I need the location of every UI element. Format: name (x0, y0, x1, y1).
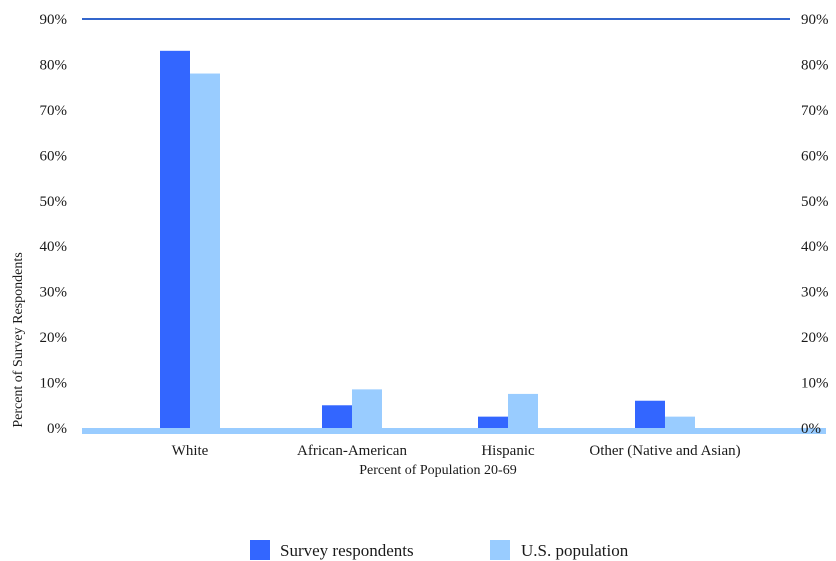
x-axis-ticks: White African-American Hispanic Other (Nati… (172, 443, 741, 459)
right-y-tick-label: 90% (801, 12, 829, 28)
bar-survey-respondents-2 (322, 405, 352, 428)
y-axis-title: Percent of Survey Respondents (11, 252, 26, 427)
right-y-axis-ticks: 0% 10% 20% 30% 40% 50% 60% 70% 80% 90% (801, 12, 829, 437)
legend: Survey respondents U.S. population (250, 540, 629, 560)
bar-survey-respondents-1 (160, 50, 190, 429)
left-y-tick-label: 10% (40, 376, 68, 392)
bar-u-s-population-4 (665, 416, 695, 428)
bar-survey-respondents-4 (635, 400, 665, 428)
legend-label-us-population: U.S. population (521, 541, 629, 560)
right-y-tick-label: 50% (801, 194, 829, 210)
right-y-tick-label: 20% (801, 330, 829, 346)
x-tick-label: African-American (297, 443, 407, 459)
bar-u-s-population-3 (508, 393, 538, 428)
right-y-tick-label: 70% (801, 103, 829, 119)
x-axis-title: Percent of Population 20-69 (359, 463, 516, 478)
x-tick-label: White (172, 443, 209, 459)
x-tick-label: Other (Native and Asian) (589, 443, 740, 459)
right-y-tick-label: 0% (801, 421, 821, 437)
bar-u-s-population-2 (352, 389, 382, 428)
right-y-tick-label: 40% (801, 239, 829, 255)
bar-survey-respondents-3 (478, 416, 508, 428)
left-y-tick-label: 50% (40, 194, 68, 210)
chart-floor (82, 428, 826, 434)
right-y-tick-label: 80% (801, 57, 829, 73)
left-y-tick-label: 40% (40, 239, 68, 255)
x-tick-label: Hispanic (481, 443, 535, 459)
left-y-tick-label: 60% (40, 148, 68, 164)
bar-u-s-population-1 (190, 73, 220, 429)
legend-swatch-us-population (490, 540, 510, 560)
left-y-tick-label: 20% (40, 330, 68, 346)
right-y-tick-label: 60% (801, 148, 829, 164)
left-y-tick-label: 70% (40, 103, 68, 119)
left-y-axis-ticks: 0% 10% 20% 30% 40% 50% 60% 70% 80% 90% (40, 12, 68, 437)
bars-group (160, 50, 695, 429)
left-y-tick-label: 80% (40, 57, 68, 73)
left-y-tick-label: 30% (40, 285, 68, 301)
legend-label-survey-respondents: Survey respondents (280, 541, 414, 560)
chart-floor-band (82, 428, 826, 434)
left-y-tick-label: 90% (40, 12, 68, 28)
legend-swatch-survey-respondents (250, 540, 270, 560)
right-y-tick-label: 10% (801, 376, 829, 392)
left-y-tick-label: 0% (47, 421, 67, 437)
right-y-tick-label: 30% (801, 285, 829, 301)
